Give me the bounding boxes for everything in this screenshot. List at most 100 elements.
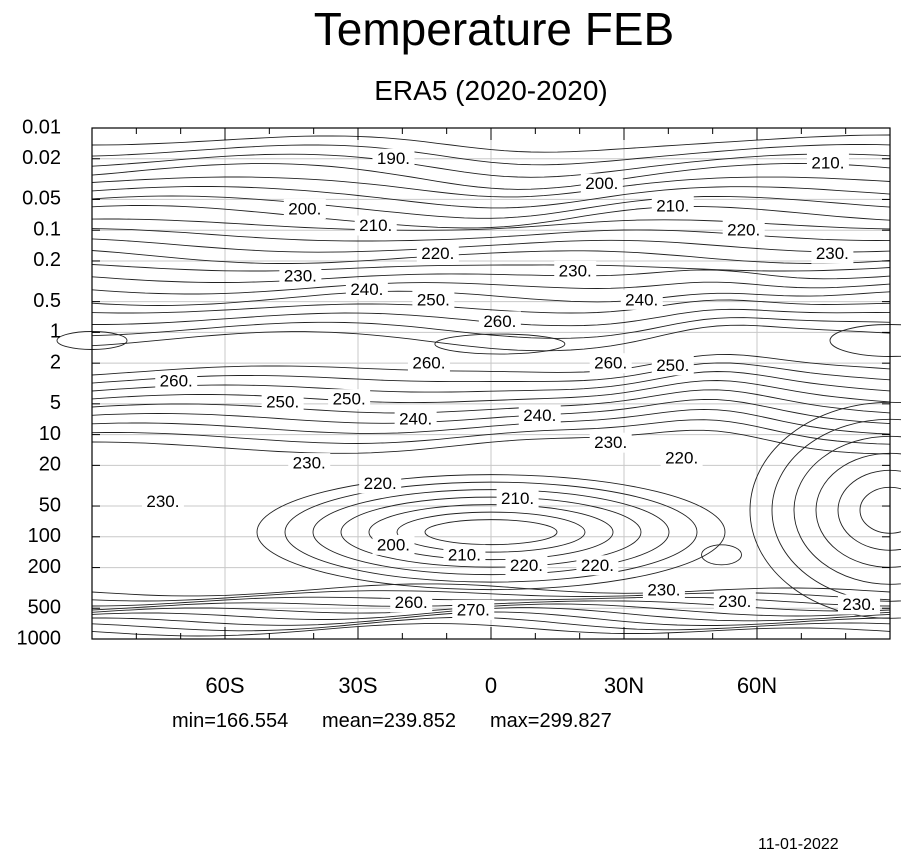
contour-label-10: 230. bbox=[284, 266, 317, 285]
contour-label-bg-25 bbox=[288, 453, 331, 474]
contour-label-33: 230. bbox=[647, 580, 680, 599]
y-tick-label-4: 0.2 bbox=[33, 249, 61, 271]
contour-label-6: 220. bbox=[727, 221, 760, 240]
contour-tropopause-3 bbox=[368, 504, 614, 561]
contour-upper-7 bbox=[91, 205, 891, 229]
x-tick-label-2: 0 bbox=[485, 673, 497, 698]
contour-label-bg-2 bbox=[806, 152, 849, 173]
y-tick-label-12: 100 bbox=[28, 525, 61, 547]
contour-label-28: 210. bbox=[501, 489, 534, 508]
contour-upper-2 bbox=[91, 153, 891, 178]
contour-label-19: 250. bbox=[266, 393, 299, 412]
contour-mid-1 bbox=[91, 362, 891, 384]
contour-label-8: 230. bbox=[816, 244, 849, 263]
contour-label-13: 240. bbox=[625, 290, 658, 309]
contour-label-bg-31 bbox=[505, 555, 548, 576]
y-tick-label-2: 0.05 bbox=[22, 188, 61, 210]
x-tick-label-1: 30S bbox=[338, 673, 377, 698]
contour-label-9: 230. bbox=[559, 261, 592, 280]
contour-label-15: 250. bbox=[656, 356, 689, 375]
contour-eq-cell bbox=[434, 333, 566, 355]
plot-date: 11-01-2022 bbox=[758, 836, 839, 853]
contour-label-11: 240. bbox=[350, 280, 383, 299]
contour-label-22: 240. bbox=[523, 406, 556, 425]
contour-label-bg-15 bbox=[651, 355, 694, 376]
contour-label-bg-1 bbox=[580, 173, 623, 194]
y-tick-label-15: 1000 bbox=[17, 627, 62, 649]
contour-upper-16 bbox=[91, 299, 891, 314]
contour-label-bg-0 bbox=[372, 148, 415, 169]
contour-label-0: 190. bbox=[377, 149, 410, 168]
contour-label-bg-19 bbox=[261, 392, 304, 413]
x-tick-label-4: 60N bbox=[737, 673, 777, 698]
contour-label-18: 260. bbox=[160, 372, 193, 391]
y-tick-label-5: 0.5 bbox=[33, 290, 61, 312]
x-tick-label-3: 30N bbox=[604, 673, 644, 698]
contour-polar-5 bbox=[771, 418, 901, 602]
contour-mid-8 bbox=[91, 429, 891, 455]
y-tick-label-11: 50 bbox=[39, 494, 61, 516]
contour-polar-4 bbox=[793, 435, 901, 585]
contour-label-bg-7 bbox=[416, 243, 459, 264]
chart-title: Temperature FEB bbox=[313, 3, 675, 55]
contour-cell bbox=[701, 544, 742, 566]
contour-tropopause-5 bbox=[312, 489, 670, 576]
contour-label-bg-27 bbox=[141, 491, 184, 512]
contour-label-7: 220. bbox=[421, 244, 454, 263]
contour-label-20: 250. bbox=[333, 390, 366, 409]
contour-label-3: 200. bbox=[288, 199, 321, 218]
contour-label-bg-11 bbox=[345, 279, 388, 300]
contour-label-bg-12 bbox=[412, 289, 455, 310]
contour-upper-4 bbox=[91, 176, 891, 198]
stat-max: max=299.827 bbox=[490, 710, 612, 732]
contour-label-26: 220. bbox=[364, 474, 397, 493]
contour-upper-10 bbox=[91, 238, 891, 253]
contour-label-bg-33 bbox=[642, 579, 685, 600]
y-tick-label-10: 20 bbox=[39, 454, 61, 476]
contour-label-bg-6 bbox=[722, 220, 765, 241]
contour-mid-5 bbox=[91, 398, 891, 425]
contour-label-29: 200. bbox=[377, 535, 410, 554]
contour-label-bg-34 bbox=[713, 591, 756, 612]
contour-tropopause-7 bbox=[256, 474, 726, 591]
contour-surface-0 bbox=[91, 583, 891, 597]
contour-label-bg-32 bbox=[576, 555, 619, 576]
y-tick-label-1: 0.02 bbox=[22, 147, 61, 169]
contour-upper-1 bbox=[91, 144, 891, 166]
contour-upper-5 bbox=[91, 186, 891, 209]
contour-label-bg-3 bbox=[283, 198, 326, 219]
y-tick-label-8: 5 bbox=[50, 392, 61, 414]
contour-label-bg-23 bbox=[589, 432, 632, 453]
contour-label-14: 260. bbox=[483, 312, 516, 331]
contour-tropopause-6 bbox=[284, 481, 698, 583]
contour-label-32: 220. bbox=[581, 556, 614, 575]
stat-min: min=166.554 bbox=[172, 710, 289, 732]
contour-label-4: 210. bbox=[656, 197, 689, 216]
contour-label-17: 260. bbox=[594, 354, 627, 373]
y-tick-label-6: 1 bbox=[50, 321, 61, 343]
contour-label-bg-18 bbox=[155, 371, 198, 392]
contour-label-bg-8 bbox=[811, 243, 854, 264]
y-tick-label-13: 200 bbox=[28, 556, 61, 578]
contour-mid-0 bbox=[91, 354, 891, 376]
contour-label-bg-24 bbox=[660, 448, 703, 469]
contour-label-bg-10 bbox=[279, 265, 322, 286]
contour-tropopause-1 bbox=[424, 519, 558, 546]
contour-label-bg-26 bbox=[359, 473, 402, 494]
contour-label-27: 230. bbox=[146, 492, 179, 511]
contour-label-bg-36 bbox=[390, 592, 433, 613]
y-tick-label-3: 0.1 bbox=[33, 218, 61, 240]
contour-label-25: 230. bbox=[293, 454, 326, 473]
contour-label-bg-9 bbox=[554, 260, 597, 281]
contour-upper-15 bbox=[91, 290, 891, 306]
contour-polar-1 bbox=[859, 486, 901, 534]
contour-mid-7 bbox=[91, 419, 891, 445]
stat-mean: mean=239.852 bbox=[322, 710, 457, 732]
contour-label-bg-14 bbox=[478, 311, 521, 332]
contour-label-37: 270. bbox=[457, 600, 490, 619]
contour-label-bg-22 bbox=[518, 405, 561, 426]
y-tick-label-0: 0.01 bbox=[22, 116, 61, 138]
contour-label-2: 210. bbox=[811, 153, 844, 172]
contour-label-bg-16 bbox=[407, 353, 450, 374]
